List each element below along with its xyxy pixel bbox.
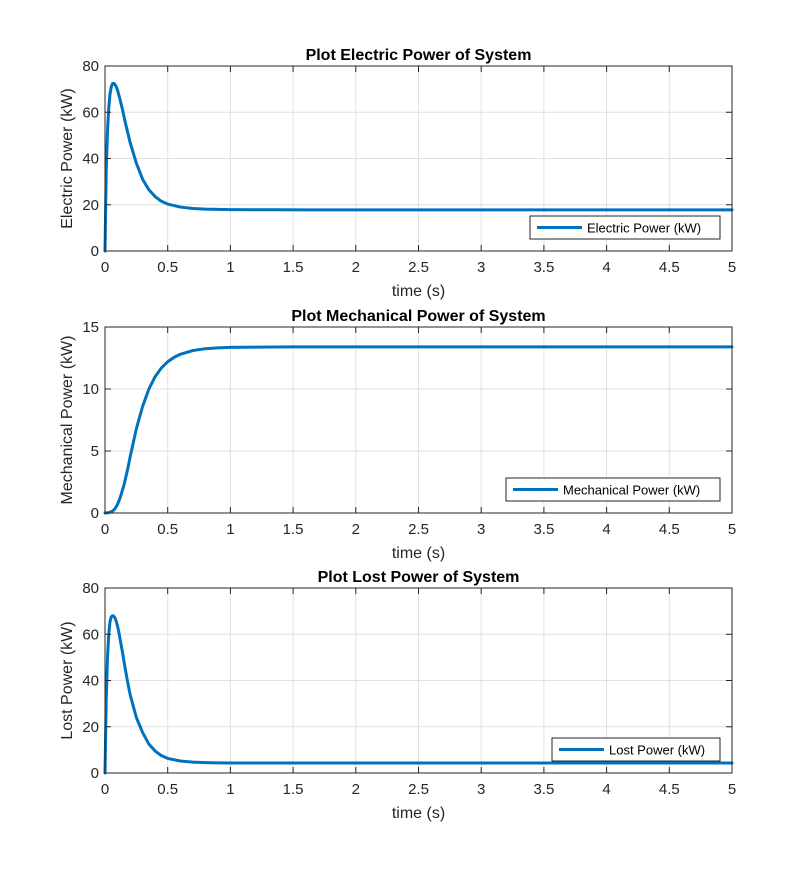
x-tick-label: 5 [728, 781, 736, 798]
y-tick-label: 80 [82, 580, 99, 597]
legend-box [551, 737, 721, 762]
x-tick-label: 2.5 [408, 259, 429, 276]
y-tick-label: 60 [82, 104, 99, 121]
legend: Lost Power (kW) [551, 737, 721, 762]
legend-label: Lost Power (kW) [609, 743, 705, 758]
y-tick-label: 0 [91, 765, 99, 782]
y-tick-label: 60 [82, 626, 99, 643]
legend: Mechanical Power (kW) [505, 477, 721, 502]
series-line [103, 614, 734, 775]
x-tick-label: 3.5 [533, 781, 554, 798]
x-tick-label: 1.5 [283, 521, 304, 538]
y-tick-label: 40 [82, 673, 99, 690]
legend-label: Electric Power (kW) [587, 221, 701, 236]
x-tick-label: 4 [602, 521, 610, 538]
x-tick-label: 3 [477, 259, 485, 276]
chart-title: Plot Lost Power of System [318, 569, 520, 586]
x-tick-label: 5 [728, 521, 736, 538]
x-tick-label: 0.5 [157, 259, 178, 276]
x-tick-label: 0.5 [157, 781, 178, 798]
x-tick-label: 2.5 [408, 521, 429, 538]
x-tick-label: 1.5 [283, 259, 304, 276]
y-axis-label: Lost Power (kW) [59, 621, 76, 739]
x-tick-label: 4 [602, 259, 610, 276]
series-line [103, 81, 734, 253]
x-tick-label: 3.5 [533, 521, 554, 538]
x-tick-label: 3 [477, 781, 485, 798]
y-tick-label: 40 [82, 151, 99, 168]
series-line [103, 345, 734, 515]
x-axis-label: time (s) [392, 545, 445, 562]
x-tick-label: 2 [352, 259, 360, 276]
chart-2: 0 0.5 1 1.5 2 2.5 3 3.5 4 4.5 5 0 5 10 15 Plot Mechanic… [59, 308, 736, 562]
x-axis-label: time (s) [392, 805, 445, 822]
x-tick-label: 4 [602, 781, 610, 798]
x-tick-label: 3.5 [533, 259, 554, 276]
y-tick-label: 20 [82, 197, 99, 214]
legend-box [505, 477, 721, 502]
x-tick-label: 0.5 [157, 521, 178, 538]
x-tick-label: 4.5 [659, 781, 680, 798]
legend-box [529, 215, 721, 240]
x-axis-label: time (s) [392, 283, 445, 300]
y-tick-label: 15 [82, 319, 99, 336]
y-tick-label: 80 [82, 58, 99, 75]
chart-1: 0 0.5 1 1.5 2 2.5 3 3.5 4 4.5 5 0 20 40 60 80 Plot Elect… [59, 47, 736, 300]
x-tick-label: 2 [352, 521, 360, 538]
x-tick-label: 4.5 [659, 521, 680, 538]
x-tick-label: 1 [226, 259, 234, 276]
x-tick-label: 2.5 [408, 781, 429, 798]
legend: Electric Power (kW) [529, 215, 721, 240]
y-tick-label: 0 [91, 505, 99, 522]
chart-title: Plot Mechanical Power of System [291, 308, 545, 325]
x-tick-label: 5 [728, 259, 736, 276]
chart-3: 0 0.5 1 1.5 2 2.5 3 3.5 4 4.5 5 0 20 40 60 80 Plot Lost … [59, 569, 736, 822]
y-axis-label: Electric Power (kW) [59, 88, 76, 228]
y-tick-label: 10 [82, 381, 99, 398]
x-tick-label: 1 [226, 781, 234, 798]
x-tick-label: 2 [352, 781, 360, 798]
x-tick-label: 1 [226, 521, 234, 538]
x-tick-label: 4.5 [659, 259, 680, 276]
chart-title: Plot Electric Power of System [306, 47, 532, 64]
x-tick-label: 0 [101, 781, 109, 798]
x-tick-label: 0 [101, 521, 109, 538]
y-tick-label: 5 [91, 443, 99, 460]
x-tick-label: 0 [101, 259, 109, 276]
x-tick-label: 3 [477, 521, 485, 538]
x-tick-label: 1.5 [283, 781, 304, 798]
y-axis-label: Mechanical Power (kW) [59, 336, 76, 505]
y-tick-label: 20 [82, 719, 99, 736]
legend-label: Mechanical Power (kW) [563, 483, 700, 498]
y-tick-label: 0 [91, 243, 99, 260]
